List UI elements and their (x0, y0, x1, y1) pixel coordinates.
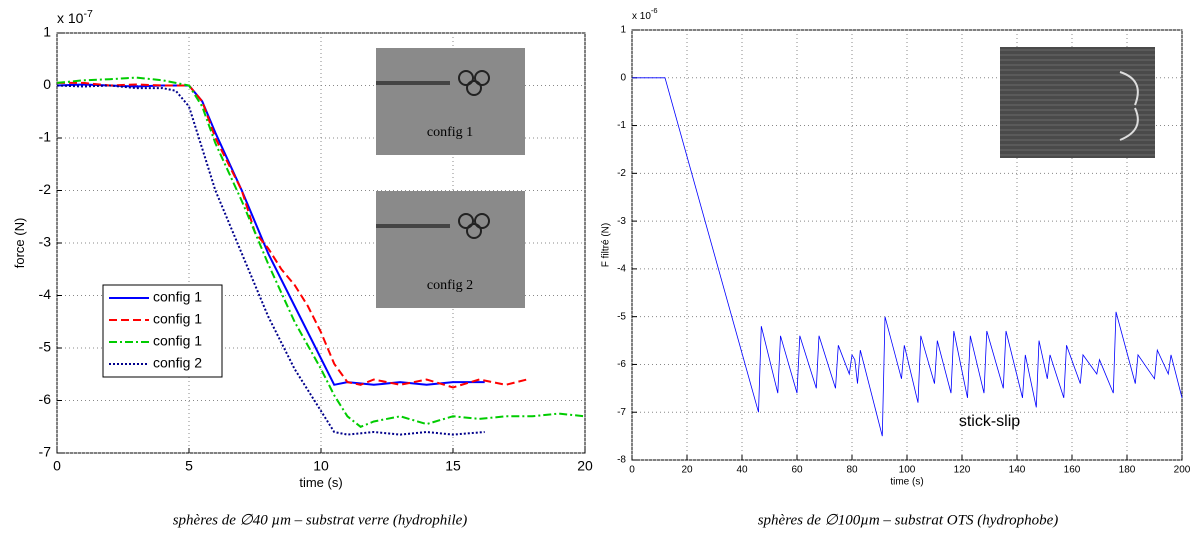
x-tick-label: 160 (1064, 465, 1081, 476)
caption: sphères de ∅100µm – substrat OTS (hydrop… (758, 512, 1059, 528)
x-tick-label: 5 (185, 458, 193, 474)
x-axis-label: time (s) (299, 475, 342, 490)
inset-image (376, 191, 525, 308)
y-tick-label: -1 (617, 120, 626, 131)
x-tick-label: 20 (681, 465, 693, 476)
y-axis-label: force (N) (12, 218, 27, 269)
inset-sphere (458, 70, 474, 86)
multiplier-exponent: -7 (83, 8, 92, 20)
y-tick-label: -8 (617, 455, 626, 466)
y-tick-label: -2 (617, 168, 626, 179)
inset-sphere (474, 213, 490, 229)
data-line (56, 83, 485, 386)
y-tick-label: -6 (39, 391, 52, 407)
x-tick-label: 120 (954, 465, 971, 476)
x-tick-label: 180 (1119, 465, 1136, 476)
data-line (56, 76, 586, 428)
inset-sphere (458, 213, 474, 229)
axis-multiplier: x 10-6 (632, 6, 658, 22)
annotation: stick-slip (959, 413, 1020, 430)
y-tick-label: -7 (39, 444, 52, 460)
multiplier-exponent: -6 (651, 6, 658, 15)
inset-image (1000, 47, 1155, 158)
inset-label: config 2 (427, 278, 473, 293)
legend-box (102, 284, 223, 378)
x-tick-label: 40 (736, 465, 748, 476)
axis-multiplier: x 10-7 (57, 8, 93, 26)
x-axis-label: time (s) (890, 477, 923, 488)
legend-label: config 2 (153, 355, 202, 371)
legend-label: config 1 (153, 311, 202, 327)
x-tick-label: 20 (577, 458, 593, 474)
inset-image (376, 48, 525, 155)
x-tick-label: 140 (1009, 465, 1026, 476)
inset-sphere (474, 70, 490, 86)
y-tick-label: -3 (617, 216, 626, 227)
y-tick-label: -7 (617, 407, 626, 418)
data-line (632, 77, 1183, 437)
inset-label: config 1 (427, 125, 473, 140)
multiplier-base: x 10 (57, 10, 84, 26)
caption: sphères de ∅40 µm – substrat verre (hydr… (173, 512, 468, 528)
legend-label: config 1 (153, 289, 202, 305)
y-tick-label: 0 (620, 72, 626, 83)
y-tick-label: -1 (39, 129, 52, 145)
y-tick-label: -4 (617, 264, 626, 275)
y-tick-label: -6 (617, 359, 626, 370)
y-tick-label: -3 (39, 234, 52, 250)
multiplier-base: x 10 (632, 11, 651, 22)
y-tick-label: 1 (620, 25, 626, 36)
x-tick-label: 200 (1174, 465, 1191, 476)
x-tick-label: 15 (445, 458, 461, 474)
y-axis-label: F filtré (N) (601, 223, 612, 267)
x-tick-label: 100 (899, 465, 916, 476)
y-tick-label: 1 (43, 24, 51, 40)
y-tick-label: -5 (617, 311, 626, 322)
inset-sphere (466, 223, 482, 239)
x-tick-label: 80 (846, 465, 858, 476)
data-line (57, 81, 528, 389)
x-tick-label: 60 (791, 465, 803, 476)
inset-sphere (466, 80, 482, 96)
x-tick-label: 0 (629, 465, 635, 476)
y-tick-label: -5 (39, 339, 52, 355)
y-tick-label: -4 (39, 286, 52, 302)
x-tick-label: 0 (53, 458, 61, 474)
y-tick-label: 0 (43, 76, 51, 92)
inset-sphere (1119, 71, 1139, 141)
y-tick-label: -2 (39, 181, 52, 197)
x-tick-label: 10 (313, 458, 329, 474)
legend-label: config 1 (153, 333, 202, 349)
